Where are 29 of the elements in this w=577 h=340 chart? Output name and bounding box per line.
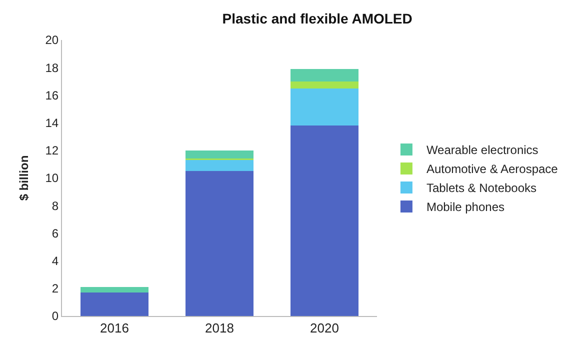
bar [290,88,359,126]
y-tick-label: 16 [45,88,59,102]
y-tick-label: 6 [52,226,59,240]
legend-label: Wearable electronics [426,143,538,158]
y-tick-label: 4 [52,254,59,268]
bar [185,171,254,316]
bar [290,81,359,88]
y-tick-label: 0 [52,309,59,324]
y-tick-label: 8 [52,198,59,213]
bar [290,68,359,82]
legend-label: Automotive & Aerospace [426,162,558,176]
x-tick-label: 2018 [205,320,234,336]
x-tick-label: 2020 [310,320,339,336]
legend-label: Tablets & Notebooks [426,181,537,196]
y-tick-label: 2 [52,282,59,296]
bar [80,292,149,316]
chart-title: Plastic and flexible AMOLED [222,10,412,26]
y-tick-label: 12 [45,144,59,158]
x-tick-label: 2016 [100,320,129,336]
bar [185,160,254,172]
y-tick-label: 18 [45,60,59,75]
bar [290,126,359,316]
bar [185,150,254,159]
legend-label: Mobile phones [426,200,505,214]
y-axis-title: $ billion [17,155,31,201]
y-tick-label: 20 [45,33,59,48]
y-tick-label: 10 [45,171,59,186]
bar [80,287,149,293]
y-tick-label: 14 [45,116,59,130]
